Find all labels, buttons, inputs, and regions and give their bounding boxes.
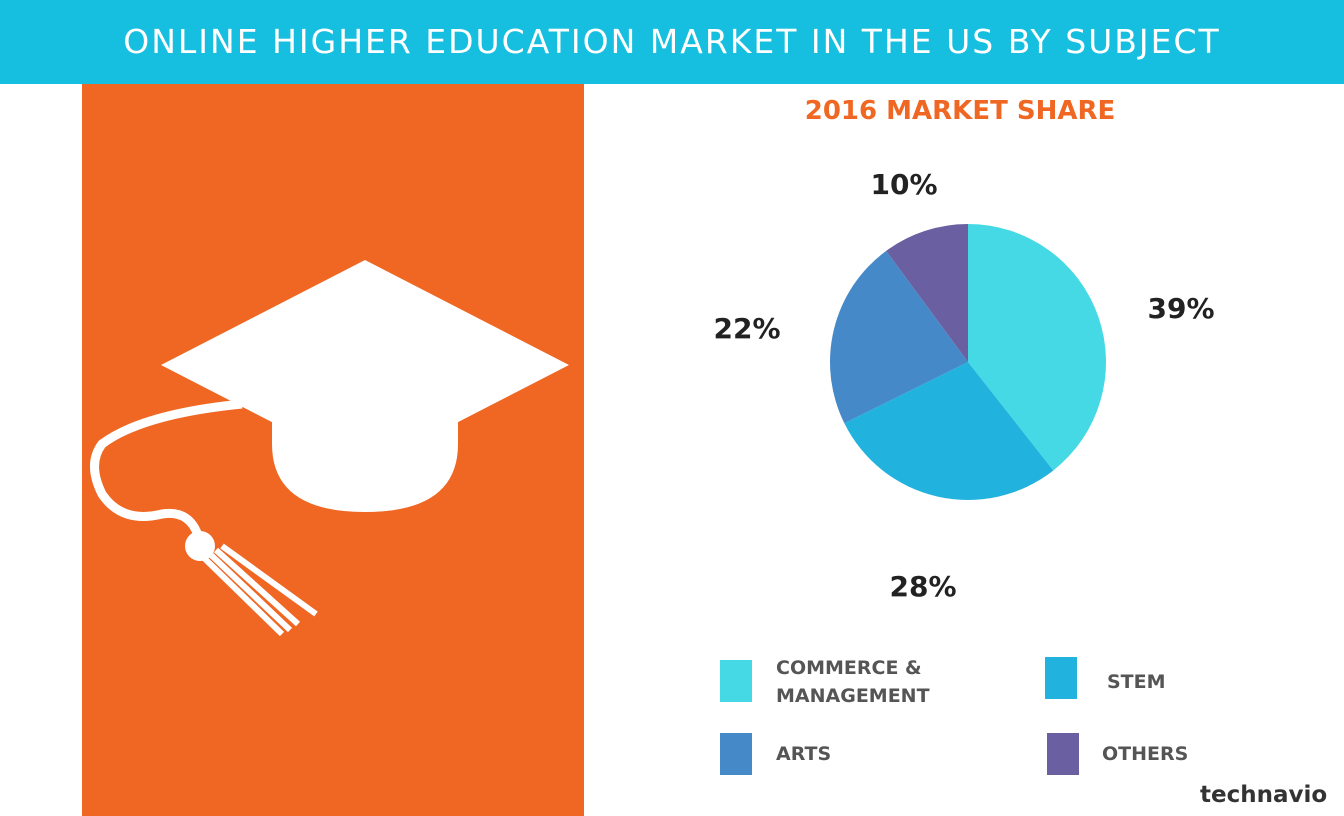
legend-swatch: [1045, 657, 1077, 699]
legend-swatch: [720, 733, 752, 775]
pie-slice: [886, 224, 968, 362]
pie-slice: [830, 250, 968, 424]
legend-label: OTHERS: [1102, 743, 1189, 765]
legend-swatch: [1047, 733, 1079, 775]
data-label: 39%: [1147, 292, 1214, 325]
data-label: 28%: [889, 570, 956, 603]
data-label: 10%: [870, 168, 937, 201]
title: ONLINE HIGHER EDUCATION MARKET IN THE US…: [0, 0, 1344, 84]
brand-logo: technavio: [1200, 782, 1328, 808]
image-panel: [82, 84, 584, 816]
pie-slice: [844, 362, 1054, 501]
legend-label: COMMERCE & MANAGEMENT: [776, 657, 930, 707]
grad-cap-icon: [90, 260, 569, 637]
legend-swatch: [720, 660, 752, 702]
legend-label: ARTS: [776, 743, 832, 765]
pie-slice: [968, 224, 1107, 471]
data-label: 22%: [713, 312, 780, 345]
legend-label: STEM: [1107, 671, 1166, 693]
subtitle: 2016 MARKET SHARE: [804, 96, 1116, 126]
